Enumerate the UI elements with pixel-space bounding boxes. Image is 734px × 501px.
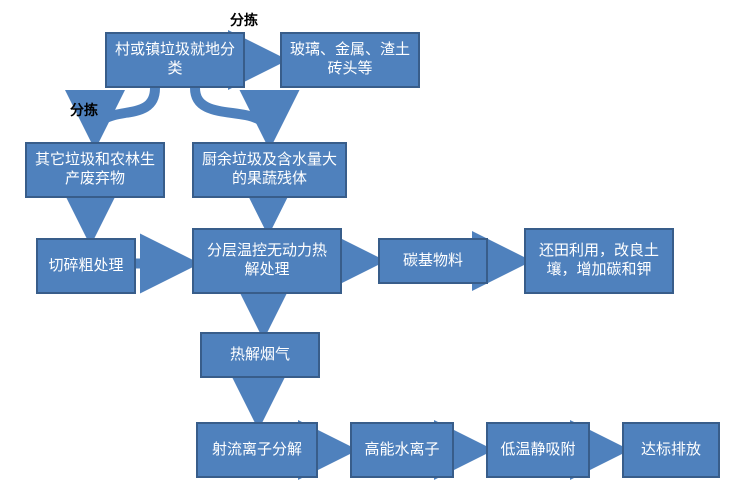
node-n11: 高能水离子	[350, 422, 454, 478]
edge-label-left: 分拣	[70, 100, 98, 120]
node-n9: 热解烟气	[200, 332, 320, 378]
edge	[195, 88, 270, 138]
node-n3: 其它垃圾和农林生产废弃物	[25, 142, 165, 198]
node-n1: 村或镇垃圾就地分类	[105, 32, 245, 88]
node-n5: 切碎粗处理	[36, 238, 136, 294]
node-n8: 还田利用，改良土壤，增加碳和钾	[524, 228, 674, 294]
node-n4: 厨余垃圾及含水量大的果蔬残体	[192, 142, 347, 198]
edge	[95, 88, 155, 138]
node-n10: 射流离子分解	[196, 422, 318, 478]
node-n6: 分层温控无动力热解处理	[192, 228, 342, 294]
node-n12: 低温静吸附	[486, 422, 590, 478]
node-n7: 碳基物料	[378, 238, 488, 284]
node-n2: 玻璃、金属、渣土砖头等	[280, 32, 420, 88]
edge-label-top: 分拣	[230, 10, 258, 30]
node-n13: 达标排放	[622, 422, 720, 478]
